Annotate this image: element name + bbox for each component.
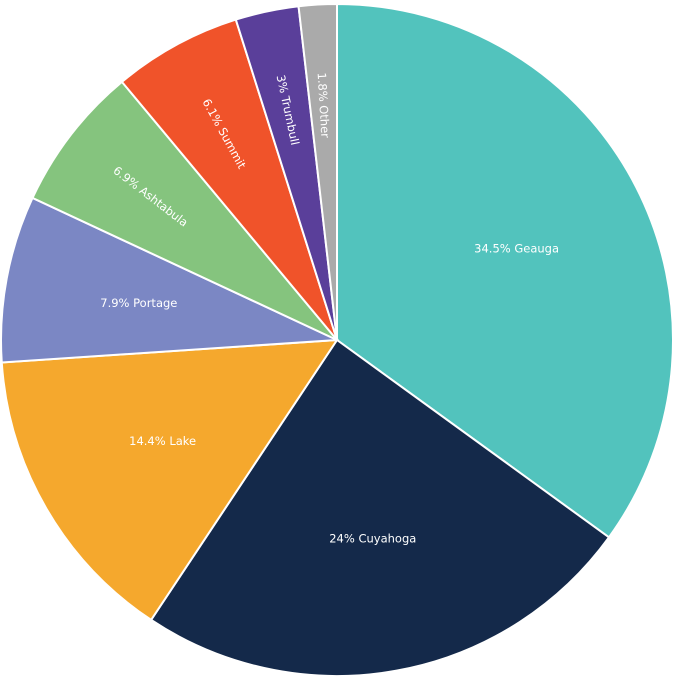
slice-value-label: 24%	[329, 531, 355, 545]
pie-slice	[120, 18, 338, 341]
slice-label: 14.4% Lake	[129, 434, 196, 448]
pie-slice	[0, 196, 338, 364]
pie-slice	[336, 2, 675, 539]
slice-label: 7.9% Portage	[100, 295, 177, 309]
slice-value-label: 1.8%	[315, 72, 331, 102]
slice-category-label: Lake	[169, 434, 196, 448]
slice-category-label: Portage	[133, 295, 177, 309]
slice-value-label: 34.5%	[474, 241, 511, 255]
slice-value-label: 7.9%	[100, 295, 129, 309]
slice-label: 24% Cuyahoga	[329, 531, 416, 545]
slice-category-label: Cuyahoga	[358, 531, 416, 545]
slice-label: 1.8% Other	[315, 72, 333, 138]
pie-slice	[0, 338, 339, 622]
slice-value-label: 14.4%	[129, 434, 166, 448]
slice-category-label: Geauga	[514, 241, 559, 255]
slice-category-label: Other	[317, 105, 333, 139]
slice-value-label: 3%	[274, 73, 292, 94]
slice-label: 34.5% Geauga	[474, 241, 559, 255]
pie-slice	[149, 338, 611, 677]
pie-slice	[297, 2, 338, 341]
pie-slice	[31, 80, 338, 341]
